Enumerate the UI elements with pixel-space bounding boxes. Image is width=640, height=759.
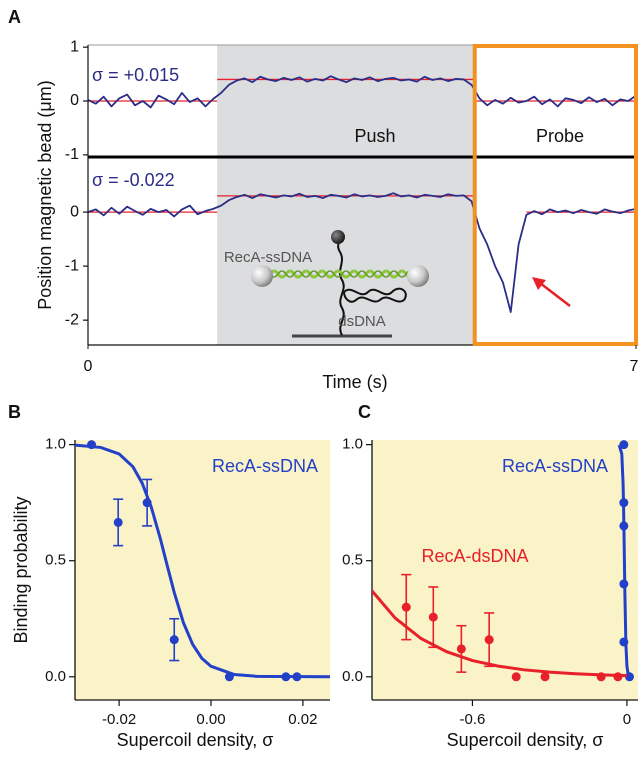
data-point [456, 644, 466, 654]
data-point [625, 672, 635, 682]
data-point [142, 498, 152, 508]
magnetic-bead [331, 230, 345, 244]
fit-curve [372, 589, 627, 678]
x-tick-label: 0 [623, 711, 631, 728]
x-axis-label: Supercoil density, σ [117, 730, 274, 750]
data-point [619, 521, 629, 531]
arrow [539, 282, 571, 307]
data-point [596, 672, 606, 682]
y-tick-label: 0.0 [45, 668, 66, 685]
data-point [511, 672, 521, 682]
data-point [113, 517, 123, 527]
push-region [217, 45, 475, 345]
data-point [619, 498, 629, 508]
x-axis-label: Supercoil density, σ [447, 730, 604, 750]
data-point [619, 637, 629, 647]
data-point [292, 672, 302, 682]
foreground-layer: A Time (s) Position magnetic bead (μm) -1 0 1… [8, 7, 639, 750]
y-tick-label: 0.5 [45, 552, 66, 569]
x-tick-label: -0.6 [459, 711, 485, 728]
data-point [281, 672, 291, 682]
x-tick-label: 0 [84, 358, 93, 375]
data-point [401, 602, 411, 612]
data-point [540, 672, 550, 682]
data-point [169, 635, 179, 645]
dsdna-loop [343, 287, 407, 303]
y-tick-label: -2 [65, 311, 79, 328]
y-tick-label: 0 [70, 203, 79, 220]
bead [251, 265, 273, 287]
dna-strand [337, 239, 345, 336]
trace [87, 75, 637, 109]
reca-filament [269, 270, 415, 278]
panel-label: A [8, 7, 21, 27]
fit-curve [617, 444, 631, 678]
plot-background [372, 440, 638, 700]
x-tick-label: 0.02 [288, 711, 317, 728]
x-tick-label: -0.02 [102, 711, 136, 728]
x-axis-label: Time (s) [322, 372, 387, 392]
series-label: RecA-ssDNA [502, 456, 608, 476]
data-point [224, 672, 234, 682]
y-tick-label: -1 [65, 146, 79, 163]
y-tick-label: -1 [65, 257, 79, 274]
annotation: dsDNA [338, 313, 386, 330]
bead [407, 265, 429, 287]
arrow-head [532, 277, 546, 290]
probe-box [472, 44, 638, 346]
y-axis-label: Position magnetic bead (μm) [35, 80, 55, 309]
data-point [87, 440, 97, 450]
x-tick-label: 7 [630, 358, 639, 375]
trace [87, 192, 637, 313]
data-point [484, 635, 494, 645]
fit-curve [75, 443, 330, 679]
y-tick-label: 1 [70, 38, 79, 55]
y-tick-label: 1.0 [342, 436, 363, 453]
y-tick-label: 1.0 [45, 436, 66, 453]
panel-label: B [8, 402, 21, 422]
annotation: Push [354, 126, 395, 146]
data-point [428, 612, 438, 622]
data-point [619, 579, 629, 589]
series-label: RecA-dsDNA [421, 546, 528, 566]
annotation: Probe [536, 126, 584, 146]
panel-label: C [358, 402, 371, 422]
series-label: RecA-ssDNA [212, 456, 318, 476]
subplot-title: σ = +0.015 [92, 65, 179, 85]
schematic [251, 230, 429, 338]
x-tick-label: 0.00 [196, 711, 225, 728]
data-point [619, 440, 629, 450]
annotation: RecA-ssDNA [224, 249, 312, 266]
subplot-title: σ = -0.022 [92, 170, 175, 190]
y-axis-label: Binding probability [11, 496, 31, 643]
y-tick-label: 0 [70, 92, 79, 109]
plot-background [75, 440, 330, 700]
y-tick-label: 0.0 [342, 668, 363, 685]
data-point [613, 672, 623, 682]
y-tick-label: 0.5 [342, 552, 363, 569]
